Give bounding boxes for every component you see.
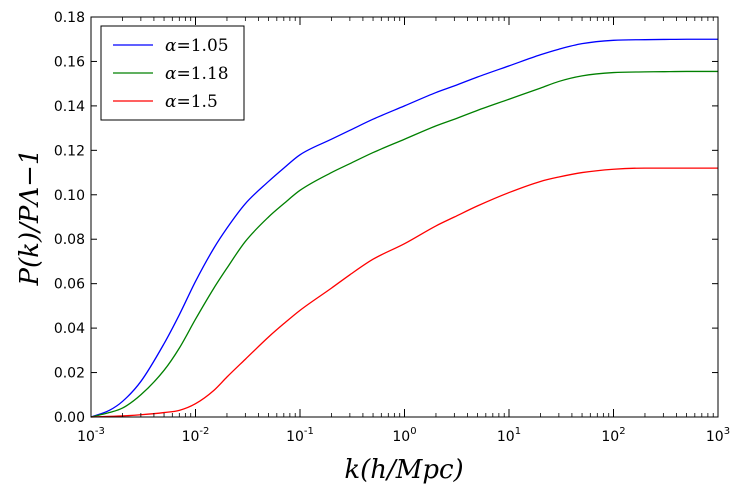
ticks-layer: 0.00 0.02 0.04 0.06 0.08 0.10 0.12 0.14 0.16 0.18… xyxy=(54,10,730,445)
y-tick-label-2: 0.04 xyxy=(54,321,85,337)
x-tick-label-6: 103 xyxy=(706,426,730,445)
y-tick-label-0: 0.00 xyxy=(54,410,85,426)
legend-entry-2-symbol: α xyxy=(165,64,177,84)
series-layer xyxy=(90,38,718,418)
x-tick-label-2: 10-1 xyxy=(286,426,314,445)
legend-entry-3-value: =1.5 xyxy=(176,92,217,112)
y-tick-label-6: 0.12 xyxy=(54,143,85,159)
legend-entry-1-symbol: α xyxy=(165,36,177,56)
y-axis-label: P(k)/PΛ−1 xyxy=(15,149,45,287)
y-tick-label-8: 0.16 xyxy=(54,54,85,70)
y-tick-label-9: 0.18 xyxy=(54,10,85,26)
x-axis-label: k(h/Mpc) xyxy=(344,455,463,485)
legend-entry-2: α=1.18 xyxy=(165,64,229,84)
x-tick-label-5: 102 xyxy=(601,426,625,445)
x-tick-label-4: 101 xyxy=(497,426,521,445)
y-tick-label-3: 0.06 xyxy=(54,277,85,293)
x-tick-label-3: 100 xyxy=(392,426,416,445)
series-line-3 xyxy=(90,167,718,418)
x-tick-label-0: 10-3 xyxy=(77,426,105,445)
legend-entry-3: α=1.5 xyxy=(165,92,218,112)
legend-entry-3-symbol: α xyxy=(165,92,177,112)
legend-entry-2-value: =1.18 xyxy=(176,64,228,84)
y-tick-label-4: 0.08 xyxy=(54,232,85,248)
plot-frame xyxy=(90,16,719,418)
y-tick-label-7: 0.14 xyxy=(54,99,85,115)
series-line-1 xyxy=(90,38,718,418)
x-tick-label-1: 10-2 xyxy=(182,426,210,445)
series-line-2 xyxy=(90,70,718,418)
y-tick-label-1: 0.02 xyxy=(54,366,85,382)
legend-entry-1: α=1.05 xyxy=(165,36,229,56)
y-tick-label-5: 0.10 xyxy=(54,188,85,204)
legend-entry-1-value: =1.05 xyxy=(176,36,228,56)
legend: α=1.05 α=1.18 α=1.5 xyxy=(100,25,245,121)
